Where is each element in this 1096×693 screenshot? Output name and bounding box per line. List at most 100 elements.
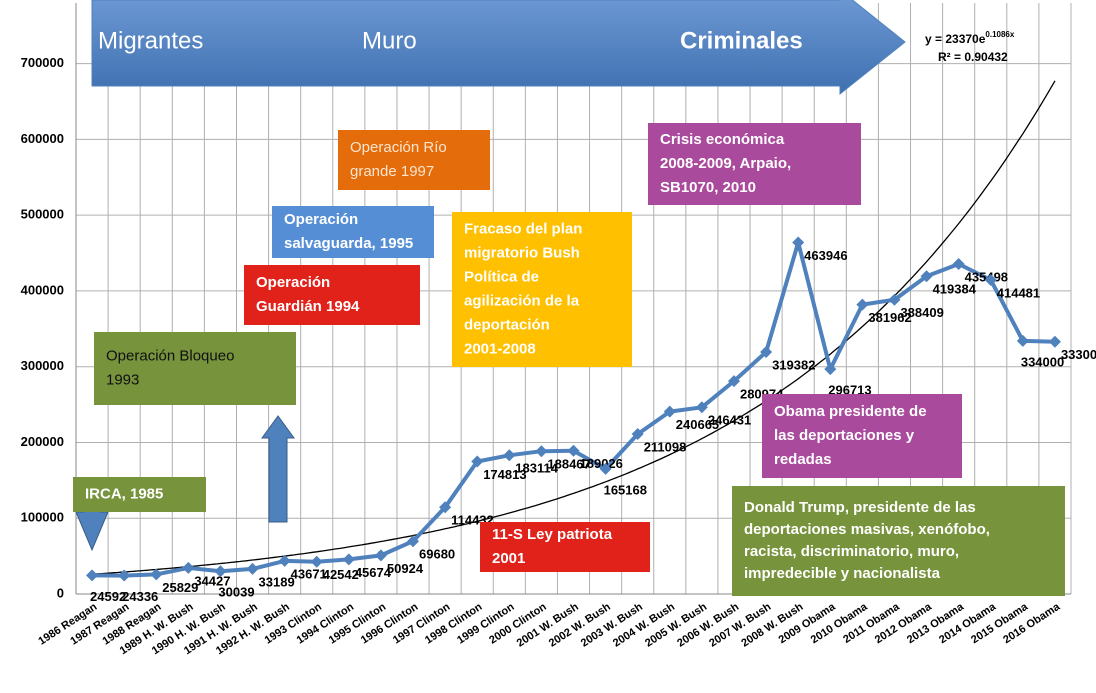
data-point xyxy=(824,363,837,376)
annotation-text: deportaciones masivas, xenófobo, xyxy=(744,521,990,538)
data-point xyxy=(535,445,548,458)
annotation-text: migratorio Bush xyxy=(464,244,580,261)
data-point xyxy=(471,455,484,468)
data-label: 296713 xyxy=(828,383,871,398)
data-label: 69680 xyxy=(419,547,455,562)
data-point xyxy=(374,549,387,562)
data-label: 50924 xyxy=(387,561,424,576)
annotation-box xyxy=(648,123,861,205)
data-point xyxy=(118,569,131,582)
data-point xyxy=(984,273,997,286)
data-label: 183114 xyxy=(515,461,558,476)
y-tick-label: 0 xyxy=(57,585,64,600)
y-tick-label: 100000 xyxy=(21,510,64,525)
data-point xyxy=(952,258,965,271)
data-label: 33189 xyxy=(259,574,295,589)
annotation-box xyxy=(762,394,962,478)
annotation-text: Obama presidente de xyxy=(774,403,927,420)
data-label: 419384 xyxy=(933,282,977,297)
banner-label: Criminales xyxy=(680,27,803,54)
trendline-equation-base: y = 23370e xyxy=(925,32,986,46)
data-label: 333000 xyxy=(1061,347,1096,362)
annotation-text: 1993 xyxy=(106,371,139,388)
data-point xyxy=(888,293,901,306)
annotation-box xyxy=(94,332,296,405)
data-label: 24592 xyxy=(90,589,126,604)
annotation-box xyxy=(480,522,650,572)
data-label: 45674 xyxy=(355,565,392,580)
data-point xyxy=(920,270,933,283)
annotation-text: deportación xyxy=(464,316,550,333)
data-label: 381962 xyxy=(868,310,911,325)
annotation-text: Operación Bloqueo xyxy=(106,347,234,364)
data-point xyxy=(567,444,580,457)
annotation-text: 11-S Ley patriota xyxy=(492,526,613,543)
annotation-box xyxy=(272,206,434,258)
data-point xyxy=(246,562,259,575)
annotation-text: 2001-2008 xyxy=(464,340,536,357)
trendline-r-squared: R² = 0.90432 xyxy=(938,50,1008,64)
data-label: 25829 xyxy=(162,580,198,595)
data-label: 319382 xyxy=(772,357,815,372)
banner-arrow xyxy=(91,0,906,96)
data-label: 414481 xyxy=(997,285,1040,300)
data-label: 240665 xyxy=(676,417,719,432)
data-point xyxy=(150,568,163,581)
data-point xyxy=(631,428,644,441)
annotation-text: IRCA, 1985 xyxy=(85,485,163,502)
annotation-text: Política de xyxy=(464,268,539,285)
y-tick-label: 600000 xyxy=(21,131,64,146)
y-tick-label: 300000 xyxy=(21,358,64,373)
data-point xyxy=(310,555,323,568)
annotation-text: redadas xyxy=(774,451,832,468)
data-label: 211098 xyxy=(644,439,687,454)
data-label: 246431 xyxy=(708,413,751,428)
annotation-box xyxy=(338,130,490,190)
y-tick-label: 700000 xyxy=(21,55,64,70)
data-label: 189026 xyxy=(580,456,623,471)
data-label: 188467 xyxy=(547,457,590,472)
data-point xyxy=(760,346,773,359)
data-label: 30039 xyxy=(218,585,254,600)
annotation-text: 2001 xyxy=(492,550,525,567)
y-tick-label: 400000 xyxy=(21,282,64,297)
annotation-text: 2008-2009, Arpaio, xyxy=(660,155,791,172)
annotation-text: salvaguarda, 1995 xyxy=(284,235,413,252)
data-label: 388409 xyxy=(900,305,943,320)
data-point xyxy=(439,501,452,514)
annotation-box xyxy=(244,265,420,325)
data-point xyxy=(86,569,99,582)
data-point xyxy=(695,401,708,414)
data-point xyxy=(407,535,420,548)
annotation-box xyxy=(73,477,206,512)
data-point xyxy=(278,554,291,567)
annotation-text: grande 1997 xyxy=(350,163,434,180)
data-label: 334000 xyxy=(1021,354,1064,369)
data-label: 24336 xyxy=(122,589,158,604)
data-point xyxy=(663,405,676,418)
data-point xyxy=(214,565,227,578)
data-point xyxy=(342,553,355,566)
annotation-text: las deportaciones y xyxy=(774,427,915,444)
annotation-text: Operación Río xyxy=(350,139,447,156)
data-point xyxy=(1048,335,1061,348)
data-label: 463946 xyxy=(804,248,847,263)
data-label: 42542 xyxy=(323,567,359,582)
annotation-text: Operación xyxy=(256,274,330,291)
trendline-equation: y = 23370e0.1086x xyxy=(925,30,1015,46)
annotation-text: Fracaso del plan xyxy=(464,220,582,237)
y-tick-label: 200000 xyxy=(21,434,64,449)
y-tick-label: 500000 xyxy=(21,207,64,222)
annotation-text: impredecible y nacionalista xyxy=(744,565,941,582)
up-arrow xyxy=(261,415,295,523)
annotation-text: agilización de la xyxy=(464,292,580,309)
data-label: 165168 xyxy=(604,482,647,497)
data-point xyxy=(1016,334,1029,347)
data-point xyxy=(792,236,805,249)
data-label: 174813 xyxy=(483,467,526,482)
annotation-box xyxy=(732,486,1065,596)
banner-label: Migrantes xyxy=(98,27,203,54)
annotation-text: racista, discriminatorio, muro, xyxy=(744,543,959,560)
data-point xyxy=(856,298,869,311)
